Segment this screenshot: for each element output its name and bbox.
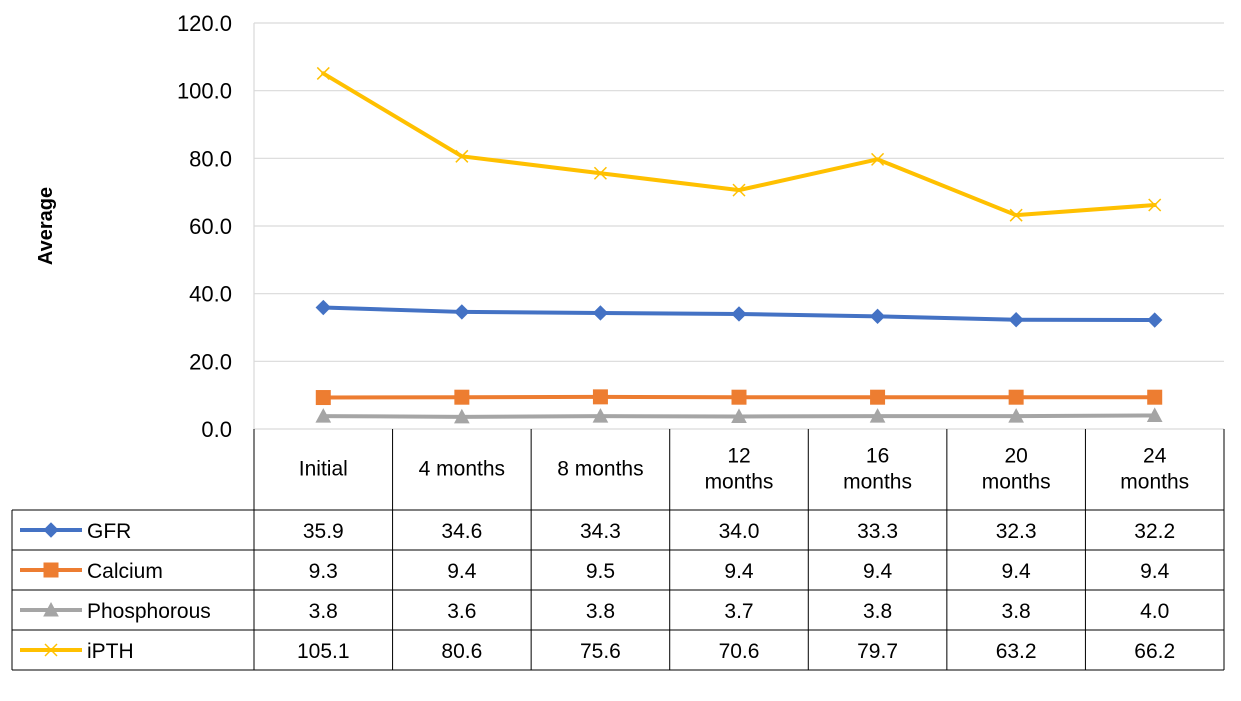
table-cell-value: 80.6 — [441, 640, 482, 663]
table-cell-value: 75.6 — [580, 640, 621, 663]
data-point-phosphorous — [592, 408, 609, 423]
data-point-phosphorous — [1008, 408, 1024, 423]
y-tick-label: 120.0 — [177, 11, 232, 36]
legend-label-calcium: Calcium — [87, 560, 163, 583]
table-cell-value: 3.8 — [1002, 600, 1031, 623]
data-point-ipth-stroke — [1009, 208, 1023, 222]
table-cell-value: 63.2 — [996, 640, 1037, 663]
table-cell-value: 66.2 — [1134, 640, 1175, 663]
x-category-label: 20 — [1004, 445, 1027, 468]
table-cell-value: 9.5 — [586, 560, 615, 583]
table-cell-value: 9.4 — [1002, 560, 1032, 583]
data-point-calcium — [592, 389, 608, 405]
table-cell-value: 3.8 — [586, 600, 615, 623]
data-point-gfr — [731, 306, 747, 322]
data-point-ipth — [1009, 208, 1023, 222]
y-tick-label: 0.0 — [201, 417, 232, 442]
data-point-ipth — [593, 166, 607, 180]
data-point-phosphorous — [869, 408, 886, 423]
data-point-calcium — [454, 389, 470, 405]
x-category-label: 8 months — [557, 458, 643, 481]
y-tick-label: 60.0 — [189, 214, 232, 239]
y-tick-label: 40.0 — [189, 282, 232, 307]
data-point-phosphorous — [1146, 407, 1163, 422]
x-category-label: months — [982, 471, 1051, 494]
data-point-ipth-stroke — [1148, 198, 1162, 212]
table-cell-value: 3.8 — [309, 600, 338, 623]
legend-label-ipth: iPTH — [87, 640, 134, 663]
table-cell-value: 34.0 — [719, 520, 760, 543]
x-category-label: months — [705, 471, 774, 494]
table-cell-value: 32.2 — [1134, 520, 1175, 543]
data-point-gfr — [315, 299, 331, 316]
data-point-ipth-stroke — [316, 66, 330, 80]
data-point-ipth — [316, 66, 330, 80]
table-cell-value: 9.4 — [1140, 560, 1170, 583]
table-cell-value: 3.6 — [447, 600, 476, 623]
table-cell-value: 9.4 — [447, 560, 477, 583]
table-cell-value: 4.0 — [1140, 600, 1169, 623]
table-cell-value: 105.1 — [297, 640, 350, 663]
data-point-ipth-stroke — [871, 152, 885, 166]
legend-label-phosphorous: Phosphorous — [87, 600, 211, 623]
series-line-ipth — [321, 71, 1157, 218]
legend-key-marker-gfr — [43, 522, 59, 538]
x-category-label: 12 — [727, 445, 750, 468]
table-cell-value: 70.6 — [719, 640, 760, 663]
x-category-label: 4 months — [419, 458, 505, 481]
data-point-ipth-stroke — [593, 166, 607, 180]
data-point-gfr — [592, 305, 609, 321]
data-point-calcium — [1008, 389, 1024, 405]
table-cell-value: 9.4 — [724, 560, 754, 583]
legend-key-marker-ipth-stroke — [44, 643, 58, 657]
table-cell-value: 79.7 — [857, 640, 898, 663]
y-axis-title: Average — [35, 187, 57, 265]
data-point-ipth — [455, 149, 469, 163]
legend-key-marker-phosphorous — [43, 601, 59, 617]
data-point-ipth — [871, 152, 885, 166]
table-cell-value: 9.3 — [309, 560, 338, 583]
data-point-calcium — [1147, 389, 1163, 405]
legend-label-gfr: GFR — [87, 520, 131, 543]
data-point-phosphorous — [731, 408, 747, 423]
data-point-calcium — [315, 390, 331, 406]
data-point-gfr — [1147, 312, 1163, 328]
table-cell-value: 32.3 — [996, 520, 1037, 543]
data-point-gfr — [454, 304, 470, 320]
data-point-ipth — [732, 183, 746, 197]
x-category-label: Initial — [299, 458, 348, 481]
data-point-gfr — [869, 308, 886, 325]
legend-key-marker-ipth — [44, 643, 58, 657]
table-cell-value: 3.7 — [724, 600, 753, 623]
x-category-label: months — [1120, 471, 1189, 494]
data-point-ipth-stroke — [732, 183, 746, 197]
table-cell-value: 3.8 — [863, 600, 892, 623]
data-point-calcium — [870, 389, 886, 405]
data-point-phosphorous — [454, 408, 470, 424]
data-point-ipth — [1148, 198, 1162, 212]
data-point-phosphorous — [315, 408, 332, 423]
table-cell-value: 33.3 — [857, 520, 898, 543]
y-tick-label: 20.0 — [189, 349, 232, 374]
data-point-gfr — [1008, 312, 1024, 328]
y-tick-label: 80.0 — [189, 146, 232, 171]
table-cell-value: 35.9 — [303, 520, 344, 543]
table-cell-value: 34.3 — [580, 520, 621, 543]
table-cell-value: 34.6 — [441, 520, 482, 543]
table-cell-value: 9.4 — [863, 560, 893, 583]
y-tick-label: 100.0 — [177, 79, 232, 104]
x-category-label: 16 — [866, 445, 889, 468]
x-category-label: months — [843, 471, 912, 494]
data-point-ipth-stroke — [455, 149, 469, 163]
legend-key-marker-calcium — [43, 562, 59, 578]
data-point-calcium — [731, 389, 747, 405]
x-category-label: 24 — [1143, 445, 1167, 468]
